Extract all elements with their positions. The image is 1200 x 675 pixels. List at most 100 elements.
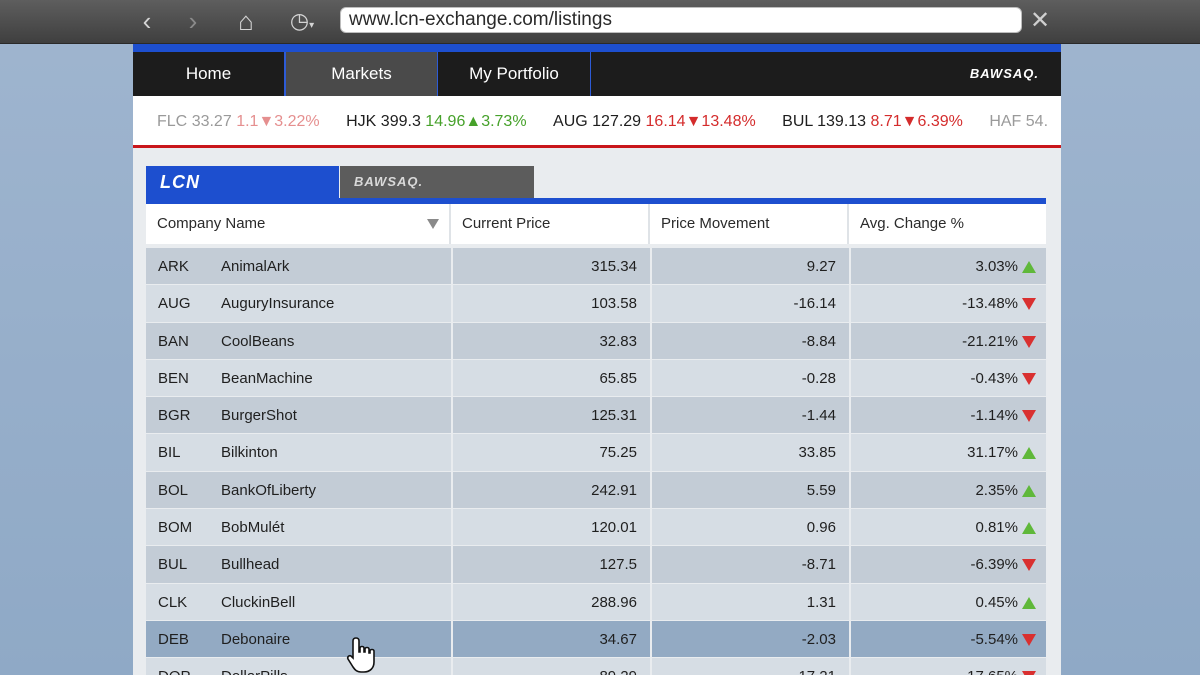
table-row[interactable]: DEB Debonaire 34.67 -2.03 -5.54%: [146, 620, 1046, 659]
avg-change-percent: -21.21%: [962, 332, 1018, 350]
table-row[interactable]: BOM BobMulét 120.01 0.96 0.81%: [146, 509, 1046, 547]
ticker-item[interactable]: HAF 54.: [989, 96, 1048, 145]
ticker-item[interactable]: BUL 139.13 8.71▼6.39%: [782, 96, 963, 145]
main-navigation: Home Markets My Portfolio BAWSAQ.: [133, 52, 1061, 96]
company-name: DollarPills: [221, 658, 441, 675]
stock-symbol: BGR: [158, 407, 191, 425]
ticker-change: 14.96▲: [425, 113, 482, 130]
stock-symbol: BEN: [158, 369, 189, 387]
address-bar[interactable]: www.lcn-exchange.com/listings: [340, 7, 1022, 33]
up-triangle-icon: [1022, 484, 1036, 497]
forward-arrow-icon[interactable]: ›: [188, 6, 198, 36]
avg-change-percent: -6.39%: [970, 556, 1018, 574]
tab-markets[interactable]: Markets: [285, 52, 438, 96]
column-divider: [849, 434, 851, 472]
ticker-item[interactable]: FLC 33.27 1.1▼3.22%: [157, 96, 320, 145]
ticker-symbol: HJK: [346, 113, 377, 130]
back-arrow-icon[interactable]: ‹: [142, 6, 152, 36]
tab-home[interactable]: Home: [133, 52, 285, 96]
price-movement: 9.27: [806, 258, 836, 275]
table-row[interactable]: ARK AnimalArk 315.34 9.27 3.03%: [146, 248, 1046, 286]
avg-change-percent: -13.48%: [962, 295, 1018, 313]
avg-change-percent: -5.54%: [970, 630, 1018, 648]
table-row[interactable]: CLK CluckinBell 288.96 1.31 0.45%: [146, 583, 1046, 621]
column-divider: [849, 583, 851, 621]
trend-up-icon: [1022, 472, 1038, 509]
column-header-price[interactable]: Current Price: [451, 204, 650, 244]
tab-underline: [146, 198, 1046, 204]
avg-change-percent: 3.03%: [975, 258, 1018, 275]
table-row[interactable]: BIL Bilkinton 75.25 33.85 31.17%: [146, 434, 1046, 472]
browser-toolbar: ‹ › ⌂ ◷▾ www.lcn-exchange.com/listings ✕: [0, 0, 1200, 44]
table-row[interactable]: BAN CoolBeans 32.83 -8.84 -21.21%: [146, 322, 1046, 360]
table-row[interactable]: BOL BankOfLiberty 242.91 5.59 2.35%: [146, 471, 1046, 510]
column-divider: [451, 397, 453, 435]
column-divider: [849, 471, 851, 509]
price-movement: -1.44: [801, 407, 836, 425]
column-divider: [451, 434, 453, 472]
column-divider: [650, 658, 652, 675]
ticker-symbol: HAF: [989, 113, 1022, 130]
down-triangle-icon: [1022, 298, 1036, 311]
stock-symbol: BUL: [158, 556, 188, 574]
up-triangle-icon: [1022, 596, 1036, 609]
table-row[interactable]: AUG AuguryInsurance 103.58 -16.14 -13.48%: [146, 285, 1046, 323]
company-name: AnimalArk: [221, 258, 290, 275]
trend-up-icon: [1022, 509, 1038, 546]
table-body: ARK AnimalArk 315.34 9.27 3.03% AUG AuguryInsu…: [146, 248, 1046, 675]
current-price: 288.96: [591, 593, 637, 611]
bawsaq-logo[interactable]: BAWSAQ.: [969, 66, 1039, 81]
column-header-avg-change[interactable]: Avg. Change %: [860, 215, 964, 232]
table-row[interactable]: BEN BeanMachine 65.85 -0.28 -0.43%: [146, 359, 1046, 398]
ticker-item[interactable]: AUG 127.29 16.14▼13.48%: [553, 96, 756, 145]
trend-down-icon: [1022, 621, 1038, 658]
current-price: 125.31: [591, 407, 637, 425]
column-header-company[interactable]: Company Name: [146, 204, 451, 244]
company-name: Bilkinton: [221, 444, 278, 462]
table-row[interactable]: BUL Bullhead 127.5 -8.71 -6.39%: [146, 546, 1046, 584]
company-name: BeanMachine: [221, 369, 313, 387]
down-triangle-icon: [1022, 372, 1036, 385]
company-name: Bullhead: [221, 556, 280, 574]
price-movement: -17.21: [650, 658, 836, 675]
trend-down-icon: [1022, 360, 1038, 397]
history-clock-icon[interactable]: ◷▾: [280, 6, 324, 36]
tab-bawsaq[interactable]: BAWSAQ.: [340, 166, 534, 198]
current-price: 32.83: [599, 332, 637, 350]
sort-down-icon[interactable]: [427, 219, 439, 229]
column-divider: [849, 546, 851, 584]
column-divider: [849, 359, 851, 397]
column-divider: [650, 285, 652, 323]
price-movement: -16.14: [793, 295, 836, 313]
column-divider: [451, 248, 453, 285]
tab-lcn[interactable]: LCN: [146, 166, 339, 198]
trend-up-icon: [1022, 248, 1038, 285]
ticker-item[interactable]: HJK 399.3 14.96▲3.73%: [346, 96, 526, 145]
ticker-change: 1.1▼: [236, 113, 275, 130]
company-name: Debonaire: [221, 630, 291, 648]
column-divider: [849, 658, 851, 675]
table-row[interactable]: DOPDollarPills 89.29 -17.21 -17.65%: [146, 658, 1046, 675]
column-divider: [650, 248, 652, 285]
up-triangle-icon: [1022, 261, 1036, 273]
trend-down-icon: [1022, 285, 1038, 322]
table-row[interactable]: BGR BurgerShot 125.31 -1.44 -1.14%: [146, 397, 1046, 435]
close-icon[interactable]: ✕: [1029, 7, 1051, 34]
trend-up-icon: [1022, 434, 1038, 471]
down-triangle-icon: [1022, 671, 1036, 675]
column-header-movement[interactable]: Price Movement: [650, 204, 849, 244]
ticker-symbol: BUL: [782, 113, 813, 130]
ticker-pct: 6.39%: [917, 113, 963, 130]
ticker-pct: 3.22%: [274, 113, 320, 130]
clock-icon: ◷: [289, 8, 310, 33]
tab-my-portfolio[interactable]: My Portfolio: [438, 52, 591, 96]
down-triangle-icon: [1022, 335, 1036, 348]
stock-symbol: CLK: [158, 593, 188, 611]
column-divider: [650, 471, 652, 509]
home-icon[interactable]: ⌂: [238, 6, 254, 36]
column-divider: [849, 322, 851, 360]
exchange-tabs: LCN BAWSAQ.: [146, 166, 1046, 206]
avg-change-percent: 0.45%: [975, 593, 1018, 611]
column-divider: [451, 583, 453, 621]
column-divider: [650, 359, 652, 397]
